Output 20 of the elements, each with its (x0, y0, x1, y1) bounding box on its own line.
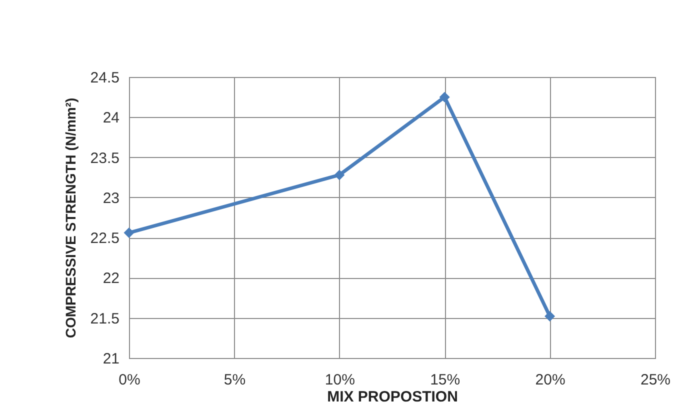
y-tick-label: 22 (102, 270, 120, 288)
x-tick-label: 20% (535, 372, 566, 388)
x-axis-title: MIX PROPOSTION (327, 388, 458, 406)
y-tick-label: 24.5 (90, 70, 120, 86)
y-tick-label: 24 (102, 110, 120, 127)
x-tick-label: 25% (640, 372, 671, 388)
point (544, 311, 556, 322)
x-tick-label: 15% (430, 372, 460, 388)
x-tick-label: 0% (118, 372, 140, 388)
point (439, 92, 450, 102)
y-tick-label: 23 (102, 190, 120, 207)
y-tick-label: 21 (102, 350, 120, 368)
x-tick-label: 5% (224, 372, 246, 388)
y-tick-label: 22.5 (90, 230, 120, 248)
y-axis-title: COMPRESSIVE STRENGTH (N/mm²) (62, 98, 78, 338)
point (334, 170, 345, 180)
y-tick-label: 21.5 (90, 310, 120, 328)
point (124, 228, 134, 238)
x-tick-label: 10% (324, 372, 355, 388)
y-tick-label: 23.5 (90, 150, 120, 167)
